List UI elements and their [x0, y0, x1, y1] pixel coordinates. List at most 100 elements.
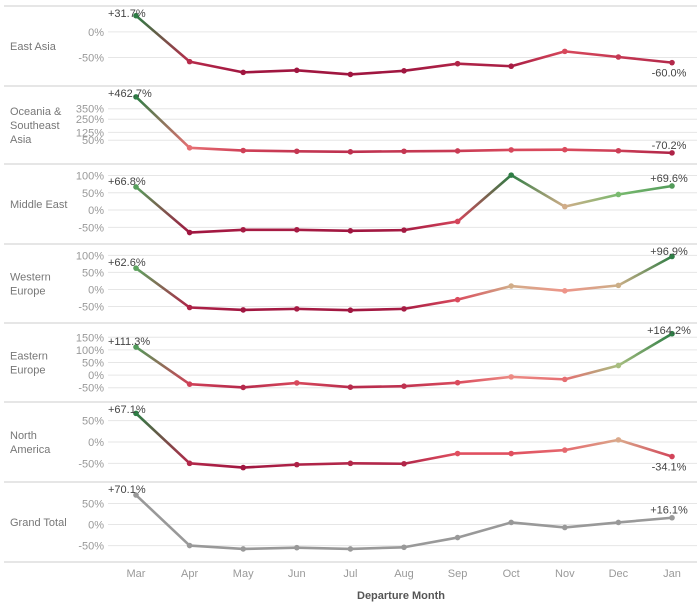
- series-line-segment: [509, 284, 567, 293]
- series-line-segment: [402, 452, 459, 466]
- series-line-segment: [563, 521, 620, 529]
- series-line-segment: [563, 364, 620, 381]
- last-value-label: +96.9%: [650, 246, 688, 258]
- data-point: [562, 288, 568, 294]
- data-point: [186, 460, 193, 467]
- data-point: [294, 306, 300, 312]
- data-point: [562, 48, 568, 55]
- data-point: [508, 63, 514, 70]
- series-line-segment: [509, 50, 567, 68]
- panel: East Asia 0% -50% +31.7% -60.0%: [4, 8, 697, 87]
- series-line-segment: [241, 307, 299, 312]
- data-point: [669, 330, 675, 337]
- series-line-segment: [563, 438, 620, 452]
- panel: Grand Total 50% 0% -50% +70.1% +16.1%: [4, 484, 697, 563]
- series-line-segment: [456, 173, 513, 223]
- data-point: [454, 296, 461, 303]
- last-value-label: +16.1%: [650, 505, 688, 517]
- series-line-segment: [617, 516, 674, 524]
- series-line-segment: [134, 266, 191, 309]
- x-tick-label: Mar: [127, 568, 146, 580]
- y-tick-label: 350%: [76, 104, 104, 116]
- series-line-segment: [295, 462, 352, 466]
- series-line-segment: [563, 148, 620, 153]
- x-tick-label: May: [233, 568, 254, 580]
- data-point: [240, 307, 246, 313]
- series-line-segment: [617, 55, 674, 64]
- panel-title: Grand Total: [10, 517, 67, 529]
- series-line-segment: [509, 521, 567, 529]
- series-line-segment: [349, 149, 406, 154]
- data-point: [508, 374, 514, 380]
- x-tick-label: Sep: [448, 568, 468, 580]
- y-tick-label: 100%: [76, 170, 104, 182]
- data-point: [240, 546, 246, 552]
- series-line-segment: [134, 185, 191, 234]
- data-point: [401, 306, 407, 312]
- data-point: [294, 67, 300, 74]
- data-point: [240, 69, 246, 76]
- data-point: [401, 460, 407, 467]
- series-line-segment: [134, 95, 191, 150]
- data-point: [347, 307, 354, 314]
- series-line-segment: [295, 69, 352, 76]
- series-line-segment: [617, 255, 674, 287]
- data-point: [615, 519, 622, 526]
- data-point: [669, 59, 675, 66]
- data-point: [347, 546, 354, 552]
- series-line-segment: [456, 375, 513, 384]
- data-point: [240, 464, 246, 471]
- data-point: [186, 542, 193, 549]
- series-line-segment: [188, 146, 245, 152]
- panel: Middle East 100% 50% 0% -50% +66.8% +69.6%: [4, 170, 697, 245]
- series-line-segment: [241, 463, 299, 469]
- x-tick-label: Jan: [663, 568, 681, 580]
- series-line-segment: [134, 345, 191, 386]
- series-line-segment: [563, 193, 620, 208]
- series-line-segment: [509, 375, 567, 381]
- data-point: [401, 383, 407, 389]
- y-tick-label: 0%: [88, 370, 104, 382]
- data-point: [294, 380, 300, 386]
- series-line-segment: [402, 298, 459, 311]
- y-tick-label: 50%: [82, 188, 104, 200]
- first-value-label: +67.1%: [108, 404, 146, 416]
- data-point: [508, 519, 514, 526]
- series-line-segment: [188, 228, 245, 234]
- data-point: [615, 362, 622, 369]
- y-tick-label: 0%: [88, 284, 104, 296]
- series-line-segment: [349, 69, 406, 76]
- series-line-segment: [188, 60, 245, 74]
- data-point: [401, 544, 407, 551]
- data-point: [562, 524, 568, 531]
- data-point: [347, 148, 354, 155]
- y-tick-label: -50%: [78, 458, 104, 470]
- x-axis-title: Departure Month: [357, 590, 445, 602]
- data-point: [240, 147, 246, 154]
- data-point: [186, 145, 193, 151]
- last-value-label: +69.6%: [650, 173, 688, 185]
- y-tick-label: 250%: [76, 114, 104, 126]
- data-point: [133, 410, 139, 417]
- data-point: [186, 381, 193, 387]
- last-value-label: -60.0%: [652, 68, 687, 80]
- y-tick-label: -50%: [78, 383, 104, 395]
- data-point: [294, 461, 300, 468]
- data-point: [294, 226, 300, 233]
- data-point: [454, 534, 461, 541]
- last-value-label: -34.1%: [652, 462, 687, 474]
- last-value-label: -70.2%: [652, 140, 687, 152]
- series-line-segment: [295, 546, 352, 551]
- series-line-segment: [617, 184, 674, 196]
- y-tick-label: 0%: [88, 437, 104, 449]
- panel-title: Eastern Europe: [10, 351, 48, 377]
- series-line-segment: [241, 381, 299, 389]
- data-point: [615, 437, 622, 443]
- series-line-segment: [188, 544, 245, 551]
- data-point: [186, 58, 193, 65]
- series-line-segment: [402, 536, 459, 549]
- data-point: [347, 71, 354, 78]
- data-point: [562, 376, 568, 383]
- panel-title: Middle East: [10, 199, 67, 211]
- data-point: [294, 544, 300, 551]
